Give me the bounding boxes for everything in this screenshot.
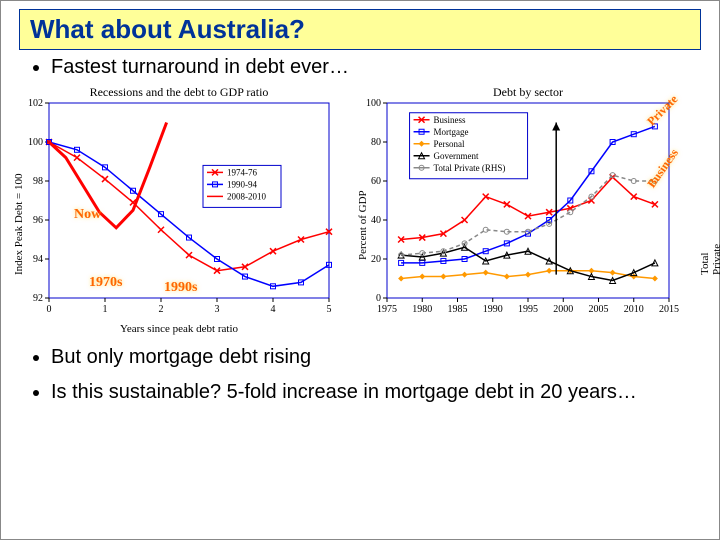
svg-text:1990-94: 1990-94 [227,179,257,189]
annot-1990s: 1990s [164,280,197,296]
top-bullets: Fastest turnaround in debt ever… [31,56,689,79]
svg-text:92: 92 [33,293,43,304]
svg-text:1975: 1975 [377,304,397,315]
svg-text:1: 1 [103,304,108,315]
svg-text:Government: Government [434,151,479,161]
chart1-svg: 012345929496981001021974-761990-942008-2… [9,85,349,335]
svg-text:2015: 2015 [659,304,679,315]
svg-text:96: 96 [33,215,43,226]
bullet-1: Fastest turnaround in debt ever… [51,56,689,79]
svg-text:20: 20 [371,254,381,265]
annot-1970s: 1970s [89,275,122,291]
svg-text:100: 100 [28,137,43,148]
slide-title: What about Australia? [30,14,690,45]
svg-text:98: 98 [33,176,43,187]
chart1-ylabel: Index Peak Debt = 100 [13,173,25,275]
chart1-title: Recessions and the debt to GDP ratio [9,85,349,100]
svg-text:5: 5 [327,304,332,315]
svg-text:3: 3 [215,304,220,315]
svg-text:Mortgage: Mortgage [434,127,469,137]
svg-text:2: 2 [159,304,164,315]
bottom-bullets: But only mortgage debt rising Is this su… [31,345,689,405]
bullet-2: But only mortgage debt rising [51,345,689,370]
svg-text:2005: 2005 [589,304,609,315]
chart1-xlabel: Years since peak debt ratio [9,323,349,335]
svg-text:2000: 2000 [553,304,573,315]
svg-text:94: 94 [33,254,43,265]
svg-text:4: 4 [271,304,276,315]
svg-text:2008-2010: 2008-2010 [227,191,266,201]
svg-text:Total Private (RHS): Total Private (RHS) [434,163,506,173]
svg-text:1995: 1995 [518,304,538,315]
svg-text:0: 0 [47,304,52,315]
svg-text:2010: 2010 [624,304,644,315]
svg-text:40: 40 [371,215,381,226]
svg-text:0: 0 [376,293,381,304]
svg-text:60: 60 [371,176,381,187]
chart2-y2label: Total Private Debt [699,244,720,275]
charts-row: Recessions and the debt to GDP ratio Ind… [9,85,711,335]
svg-text:Business: Business [434,115,467,125]
title-box: What about Australia? [19,9,701,50]
slide: What about Australia? Fastest turnaround… [0,0,720,540]
svg-text:Personal: Personal [434,139,465,149]
svg-text:1985: 1985 [448,304,468,315]
chart-right: Debt by sector Percent of GDP Total Priv… [353,85,703,335]
svg-text:1974-76: 1974-76 [227,167,257,177]
svg-text:1990: 1990 [483,304,503,315]
svg-text:80: 80 [371,137,381,148]
bullet-3: Is this sustainable? 5-fold increase in … [51,380,689,405]
chart2-ylabel: Percent of GDP [357,190,369,260]
svg-text:1980: 1980 [412,304,432,315]
chart2-title: Debt by sector [353,85,703,100]
annot-now: Now [74,207,101,223]
chart-left: Recessions and the debt to GDP ratio Ind… [9,85,349,335]
